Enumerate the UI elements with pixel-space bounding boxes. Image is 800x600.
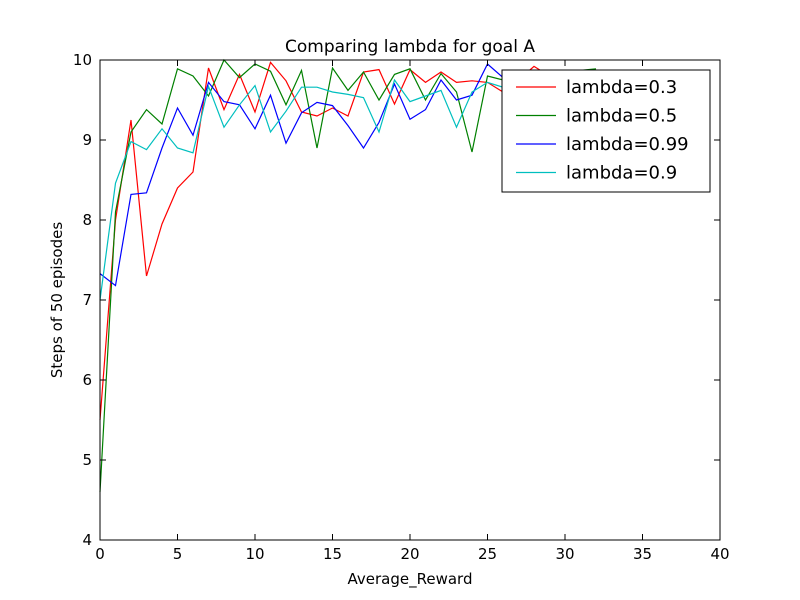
legend-label-1: lambda=0.5 <box>566 106 677 127</box>
x-axis-ticks: 0 5 10 15 20 25 30 35 40 <box>95 60 730 563</box>
x-tick-label: 20 <box>400 545 419 563</box>
x-axis-label: Average_Reward <box>348 570 473 589</box>
y-axis-label: Steps of 50 episodes <box>48 222 66 378</box>
legend-label-3: lambda=0.9 <box>566 163 677 184</box>
legend-label-2: lambda=0.99 <box>566 134 689 155</box>
x-tick-label: 5 <box>173 545 183 563</box>
x-tick-label: 30 <box>555 545 574 563</box>
legend-label-0: lambda=0.3 <box>566 77 677 98</box>
x-tick-label: 10 <box>245 545 264 563</box>
y-tick-label: 5 <box>82 451 92 469</box>
legend: lambda=0.3 lambda=0.5 lambda=0.99 lambda=0.… <box>501 69 711 193</box>
x-tick-label: 25 <box>478 545 497 563</box>
y-tick-label: 4 <box>82 531 92 549</box>
x-tick-label: 40 <box>710 545 729 563</box>
x-tick-label: 35 <box>633 545 652 563</box>
y-tick-label: 7 <box>82 291 92 309</box>
y-axis-ticks: 4 5 6 7 8 9 10 <box>73 51 720 549</box>
y-tick-label: 9 <box>82 131 92 149</box>
legend-box <box>501 69 711 193</box>
chart-title: Comparing lambda for goal A <box>285 37 535 57</box>
y-tick-label: 6 <box>82 371 92 389</box>
y-tick-label: 10 <box>73 51 92 69</box>
x-tick-label: 15 <box>323 545 342 563</box>
x-tick-label: 0 <box>95 545 105 563</box>
y-tick-label: 8 <box>82 211 92 229</box>
